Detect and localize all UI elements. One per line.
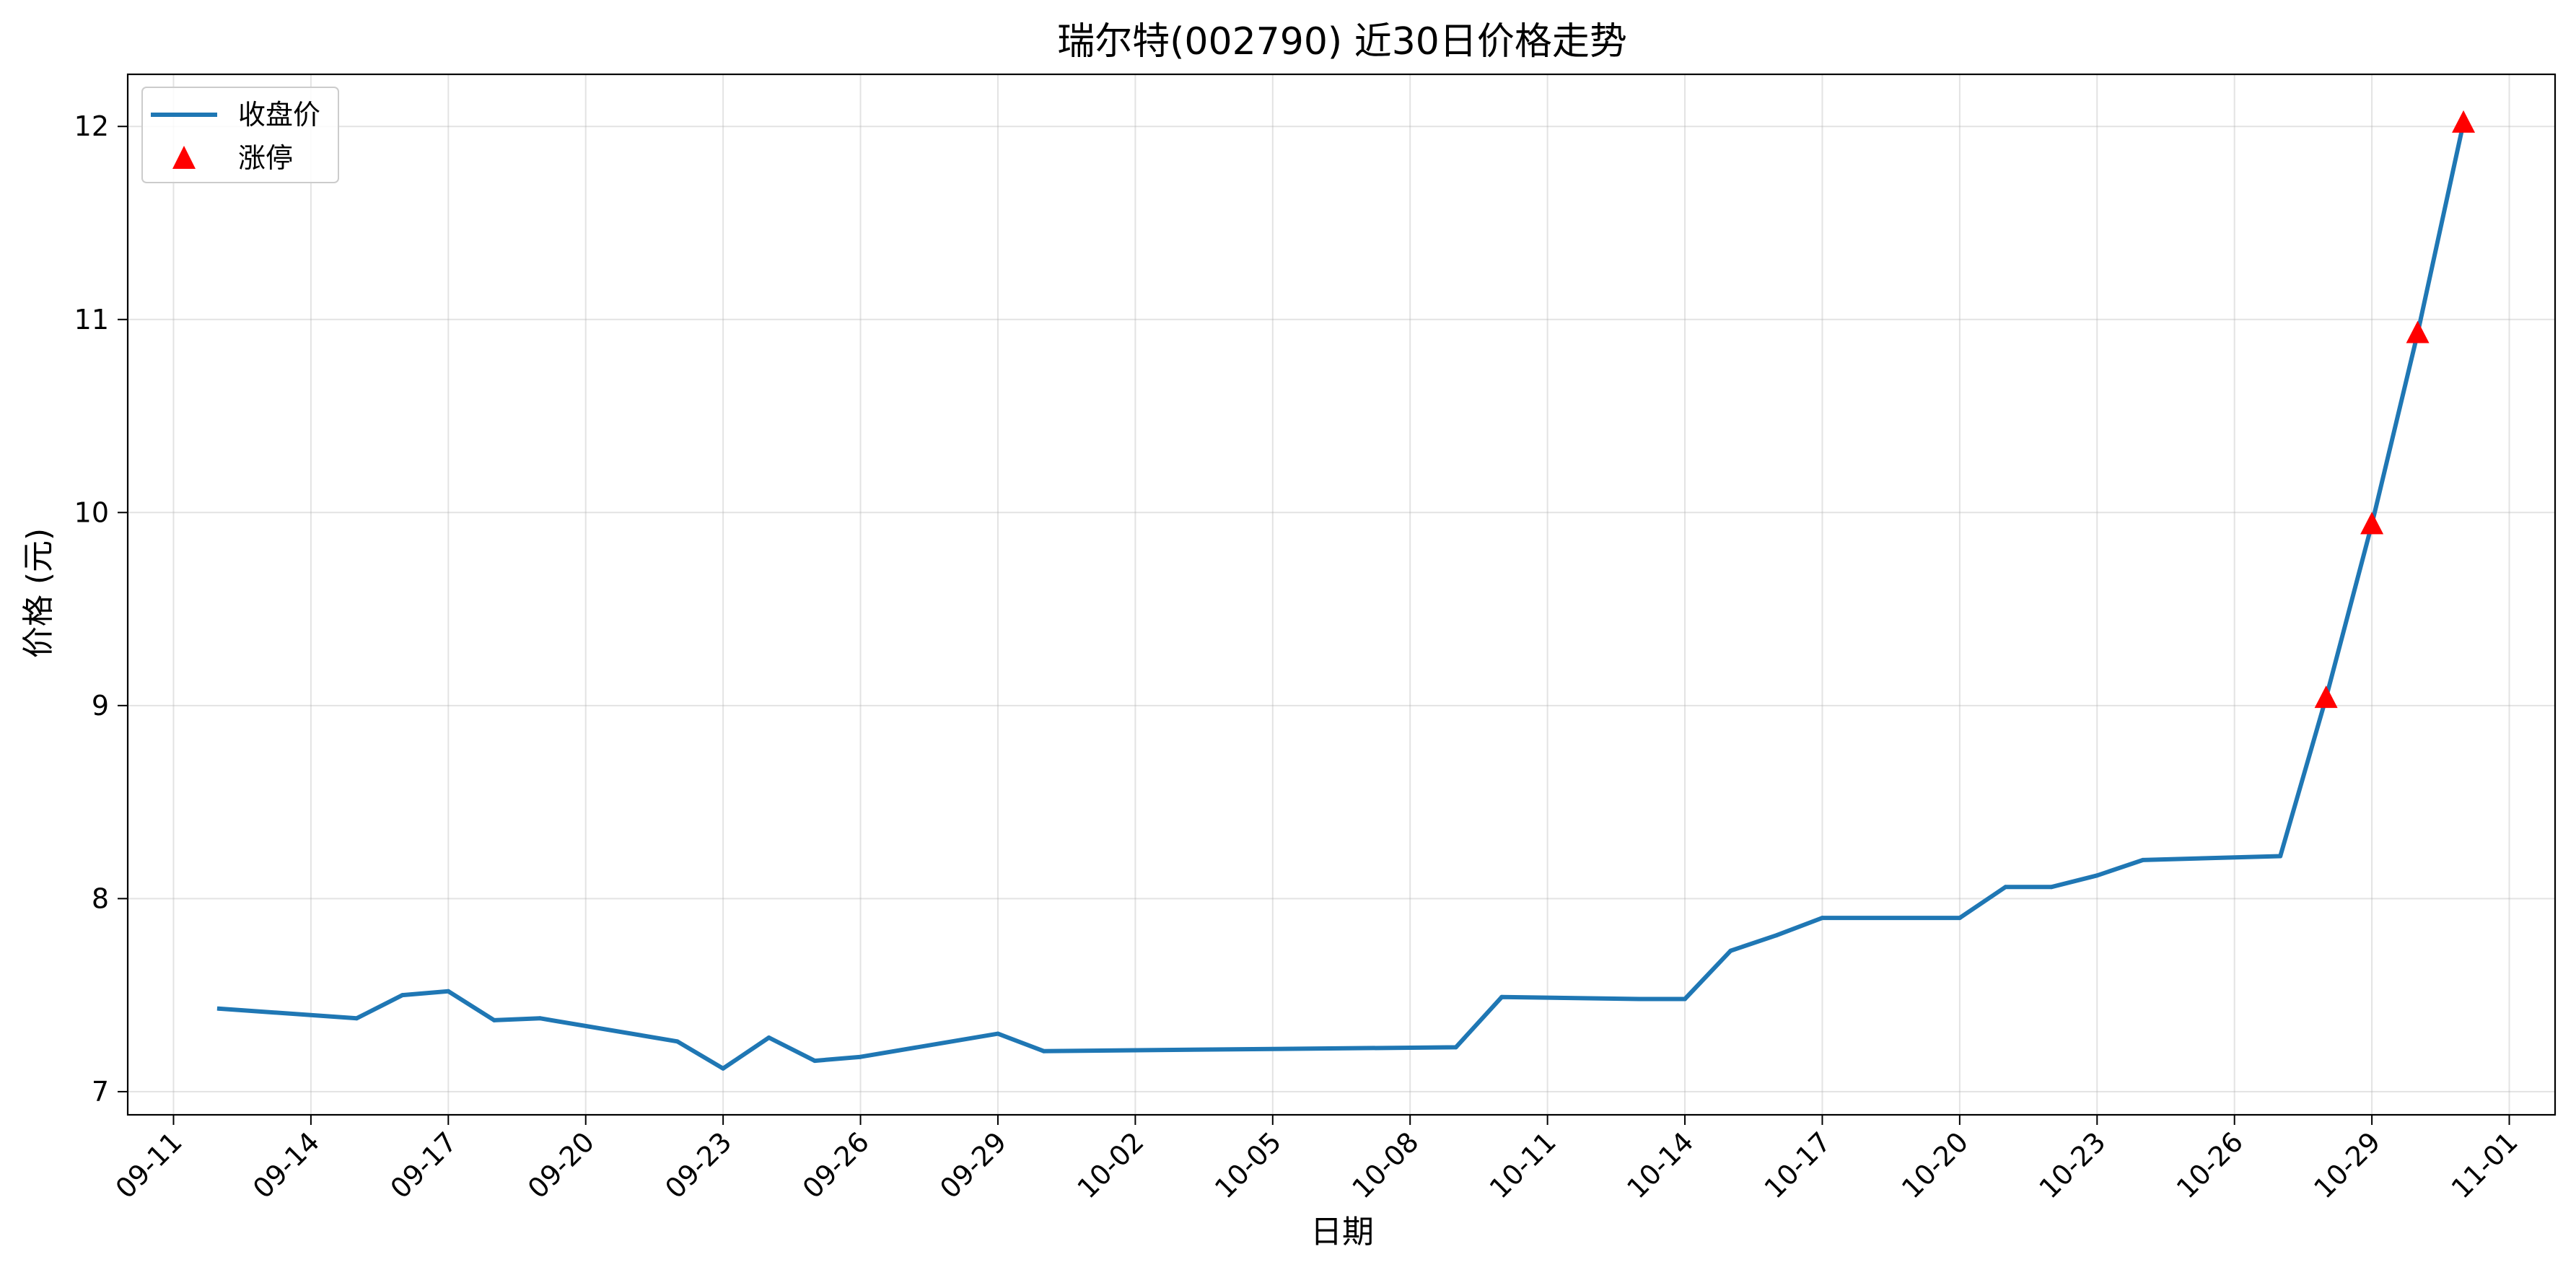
close-price-point <box>1728 948 1733 953</box>
close-price-point <box>1637 996 1642 1002</box>
chart-title: 瑞尔特(002790) 近30日价格走势 <box>1057 20 1627 63</box>
close-price-point <box>858 1054 863 1059</box>
close-price-point <box>216 1006 222 1011</box>
x-tick-label: 11-01 <box>2445 1126 2524 1204</box>
x-tick-label: 10-02 <box>1072 1126 1150 1204</box>
x-tick-label: 09-14 <box>247 1126 325 1204</box>
legend: 收盘价 涨停 <box>141 87 339 183</box>
axis-ticks: 09-11 09-14 09-17 09-20 09-23 09-26 09-29 10-02… <box>74 110 2524 1204</box>
y-tick-label: 12 <box>74 110 109 142</box>
close-price-point <box>538 1016 543 1021</box>
x-tick-label: 10-14 <box>1621 1126 1699 1204</box>
close-price-line <box>216 120 2466 1071</box>
close-price-point <box>1774 933 1779 938</box>
y-tick-label: 8 <box>92 882 109 914</box>
limit-up-marker <box>2314 685 2338 709</box>
x-tick-label: 10-05 <box>1209 1126 1287 1204</box>
legend-box <box>141 87 339 183</box>
x-tick-label: 10-20 <box>1896 1126 1974 1204</box>
limit-up-marker <box>2406 320 2430 343</box>
x-tick-label: 10-11 <box>1484 1126 1562 1204</box>
y-tick-label: 10 <box>74 496 109 528</box>
close-price-point <box>2140 857 2145 862</box>
y-tick-label: 7 <box>92 1076 109 1108</box>
x-tick-label: 10-08 <box>1346 1126 1424 1204</box>
x-tick-label: 09-26 <box>797 1126 875 1204</box>
close-price-point <box>721 1066 726 1071</box>
series-layer <box>216 110 2476 1071</box>
x-tick-label: 10-26 <box>2170 1126 2249 1204</box>
x-tick-label: 10-23 <box>2033 1126 2111 1204</box>
close-price-point <box>2049 885 2054 890</box>
close-price-point <box>1820 916 1825 921</box>
close-price-point <box>491 1017 496 1022</box>
x-axis-label: 日期 <box>1310 1214 1374 1250</box>
close-price-point <box>995 1031 1000 1036</box>
y-tick-label: 9 <box>92 690 109 722</box>
x-tick-label: 09-29 <box>934 1126 1012 1204</box>
close-price-point <box>1957 916 1962 921</box>
legend-triangle-swatch <box>172 146 196 169</box>
x-tick-label: 09-20 <box>522 1126 600 1204</box>
close-price-point <box>354 1016 359 1021</box>
legend-label-close: 收盘价 <box>238 99 320 131</box>
legend-label-limit-up: 涨停 <box>238 142 293 174</box>
x-tick-label: 09-23 <box>659 1126 737 1204</box>
x-tick-label: 09-11 <box>110 1126 188 1204</box>
x-tick-label: 10-17 <box>1758 1126 1837 1204</box>
close-price-point <box>675 1039 680 1044</box>
grid-lines <box>128 74 2555 1115</box>
plot-frame <box>126 73 2557 1116</box>
close-price-point <box>1683 996 1688 1002</box>
close-price-point <box>2003 885 2008 890</box>
close-price-point <box>2095 873 2100 878</box>
limit-up-marker <box>2360 512 2384 535</box>
close-price-point <box>2278 854 2283 859</box>
x-tick-label: 09-17 <box>384 1126 463 1204</box>
y-axis-label: 价格 (元) <box>20 528 57 658</box>
close-price-point <box>446 989 451 994</box>
close-price-point <box>812 1059 818 1064</box>
close-price-point <box>400 993 405 998</box>
close-price-point <box>1499 994 1504 999</box>
x-tick-label: 10-29 <box>2308 1126 2386 1204</box>
limit-up-marker <box>2452 110 2476 133</box>
close-price-point <box>1453 1045 1458 1050</box>
y-tick-label: 11 <box>74 304 109 336</box>
close-price-point <box>1041 1048 1046 1053</box>
close-price-point <box>766 1035 771 1040</box>
